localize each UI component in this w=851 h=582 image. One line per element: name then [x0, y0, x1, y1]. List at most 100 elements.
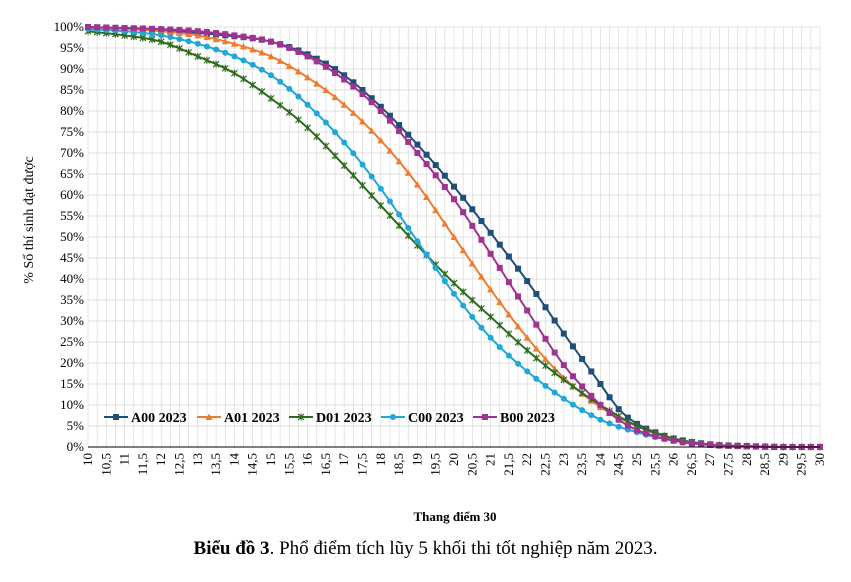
data-point-a01-2023 [514, 322, 522, 330]
y-tick-label: 15% [60, 376, 84, 391]
data-point-b00-2023 [277, 41, 284, 48]
data-point-d01-2023 [249, 81, 257, 89]
y-tick-label: 10% [60, 397, 84, 412]
data-point-a01-2023 [377, 136, 385, 144]
data-point-d01-2023 [212, 60, 220, 68]
x-tick-label: 29,5 [794, 453, 809, 476]
data-point-c00-2023 [359, 161, 366, 168]
data-point-b00-2023 [112, 24, 119, 31]
data-point-d01-2023 [578, 389, 586, 397]
data-point-a01-2023 [487, 286, 495, 293]
data-point-a01-2023 [249, 45, 257, 53]
x-tick-label: 29 [775, 453, 790, 466]
legend-label: C00 2023 [408, 411, 464, 426]
data-point-c00-2023 [295, 93, 302, 100]
data-point-a00-2023 [505, 253, 512, 260]
data-point-d01-2023 [349, 171, 357, 179]
data-point-b00-2023 [542, 335, 549, 342]
data-point-a01-2023 [340, 101, 348, 108]
data-point-b00-2023 [94, 24, 101, 31]
data-point-b00-2023 [451, 196, 457, 203]
x-tick-label: 30 [812, 453, 827, 466]
chart-legend: A00 2023 A01 2023 D01 2023 C00 2023 B00 2023 [104, 411, 555, 426]
data-point-a00-2023 [441, 172, 448, 179]
data-point-a01-2023 [386, 147, 394, 154]
data-point-a00-2023 [322, 60, 329, 67]
legend-marker [205, 413, 213, 420]
data-point-d01-2023 [478, 304, 485, 312]
legend-label: A00 2023 [131, 411, 187, 426]
caption-text: . Phổ điểm tích lũy 5 khối thi tốt nghiệ… [269, 538, 658, 559]
x-tick-label: 22 [519, 453, 534, 466]
data-point-a01-2023 [294, 68, 302, 75]
data-point-c00-2023 [505, 352, 512, 359]
data-point-d01-2023 [377, 202, 385, 209]
data-point-a01-2023 [240, 42, 248, 50]
data-point-c00-2023 [414, 238, 421, 245]
x-tick-label: 18,5 [391, 453, 406, 476]
data-point-a01-2023 [505, 310, 513, 318]
data-point-d01-2023 [194, 52, 202, 60]
data-point-c00-2023 [304, 101, 311, 108]
data-point-a00-2023 [460, 194, 467, 201]
data-point-c00-2023 [606, 420, 613, 427]
data-point-b00-2023 [688, 440, 695, 447]
data-point-d01-2023 [185, 48, 193, 56]
data-point-a01-2023 [304, 73, 312, 81]
x-tick-label: 17,5 [355, 453, 370, 476]
x-tick-label: 20,5 [464, 453, 479, 476]
x-tick-label: 16,5 [318, 453, 333, 476]
data-point-b00-2023 [670, 437, 677, 444]
data-point-a01-2023 [185, 30, 193, 37]
data-point-b00-2023 [213, 30, 220, 37]
data-point-b00-2023 [130, 25, 137, 32]
data-point-a00-2023 [615, 406, 622, 413]
data-point-c00-2023 [441, 278, 448, 285]
data-point-b00-2023 [368, 99, 375, 106]
data-point-b00-2023 [377, 108, 384, 114]
data-point-d01-2023 [551, 369, 559, 377]
data-point-c00-2023 [277, 78, 284, 85]
data-point-c00-2023 [368, 173, 375, 180]
data-point-b00-2023 [332, 69, 339, 76]
data-point-d01-2023 [203, 56, 211, 64]
data-point-d01-2023 [331, 152, 339, 160]
x-tick-label: 26 [666, 453, 681, 467]
data-point-d01-2023 [340, 162, 348, 170]
x-tick-label: 20 [446, 453, 461, 466]
data-point-a01-2023 [404, 169, 412, 176]
data-point-a01-2023 [496, 298, 504, 306]
data-point-b00-2023 [743, 443, 750, 450]
data-point-d01-2023 [532, 354, 540, 362]
legend-marker [113, 414, 119, 420]
data-point-a01-2023 [285, 62, 293, 69]
data-point-b00-2023 [643, 430, 650, 437]
data-point-d01-2023 [514, 338, 522, 346]
legend-item-d01-2023: D01 2023 [289, 411, 372, 426]
data-point-a00-2023 [487, 229, 494, 236]
y-axis-ticks: 0% 5% 10% 15% 20% 25% 30% 35% 40% 45% 50% 55% 60% 65%… [54, 19, 85, 454]
data-point-b00-2023 [167, 26, 174, 33]
x-tick-label: 12 [153, 453, 168, 466]
x-tick-label: 11,5 [135, 453, 150, 475]
data-point-d01-2023 [230, 69, 238, 77]
data-point-c00-2023 [341, 139, 348, 146]
data-point-c00-2023 [377, 185, 384, 192]
data-point-b00-2023 [478, 236, 485, 243]
data-point-a01-2023 [230, 40, 238, 47]
data-point-b00-2023 [85, 24, 91, 30]
data-point-b00-2023 [597, 402, 604, 408]
data-point-a00-2023 [515, 265, 522, 272]
data-point-b00-2023 [487, 250, 494, 257]
data-point-d01-2023 [258, 88, 266, 96]
chart-series [84, 23, 824, 451]
data-point-c00-2023 [569, 401, 576, 408]
data-point-b00-2023 [579, 383, 586, 390]
data-point-a01-2023 [194, 31, 202, 39]
data-point-c00-2023 [487, 334, 494, 341]
data-point-c00-2023 [560, 395, 567, 402]
data-point-b00-2023 [304, 53, 311, 60]
data-point-b00-2023 [606, 410, 613, 417]
data-point-b00-2023 [725, 442, 732, 449]
